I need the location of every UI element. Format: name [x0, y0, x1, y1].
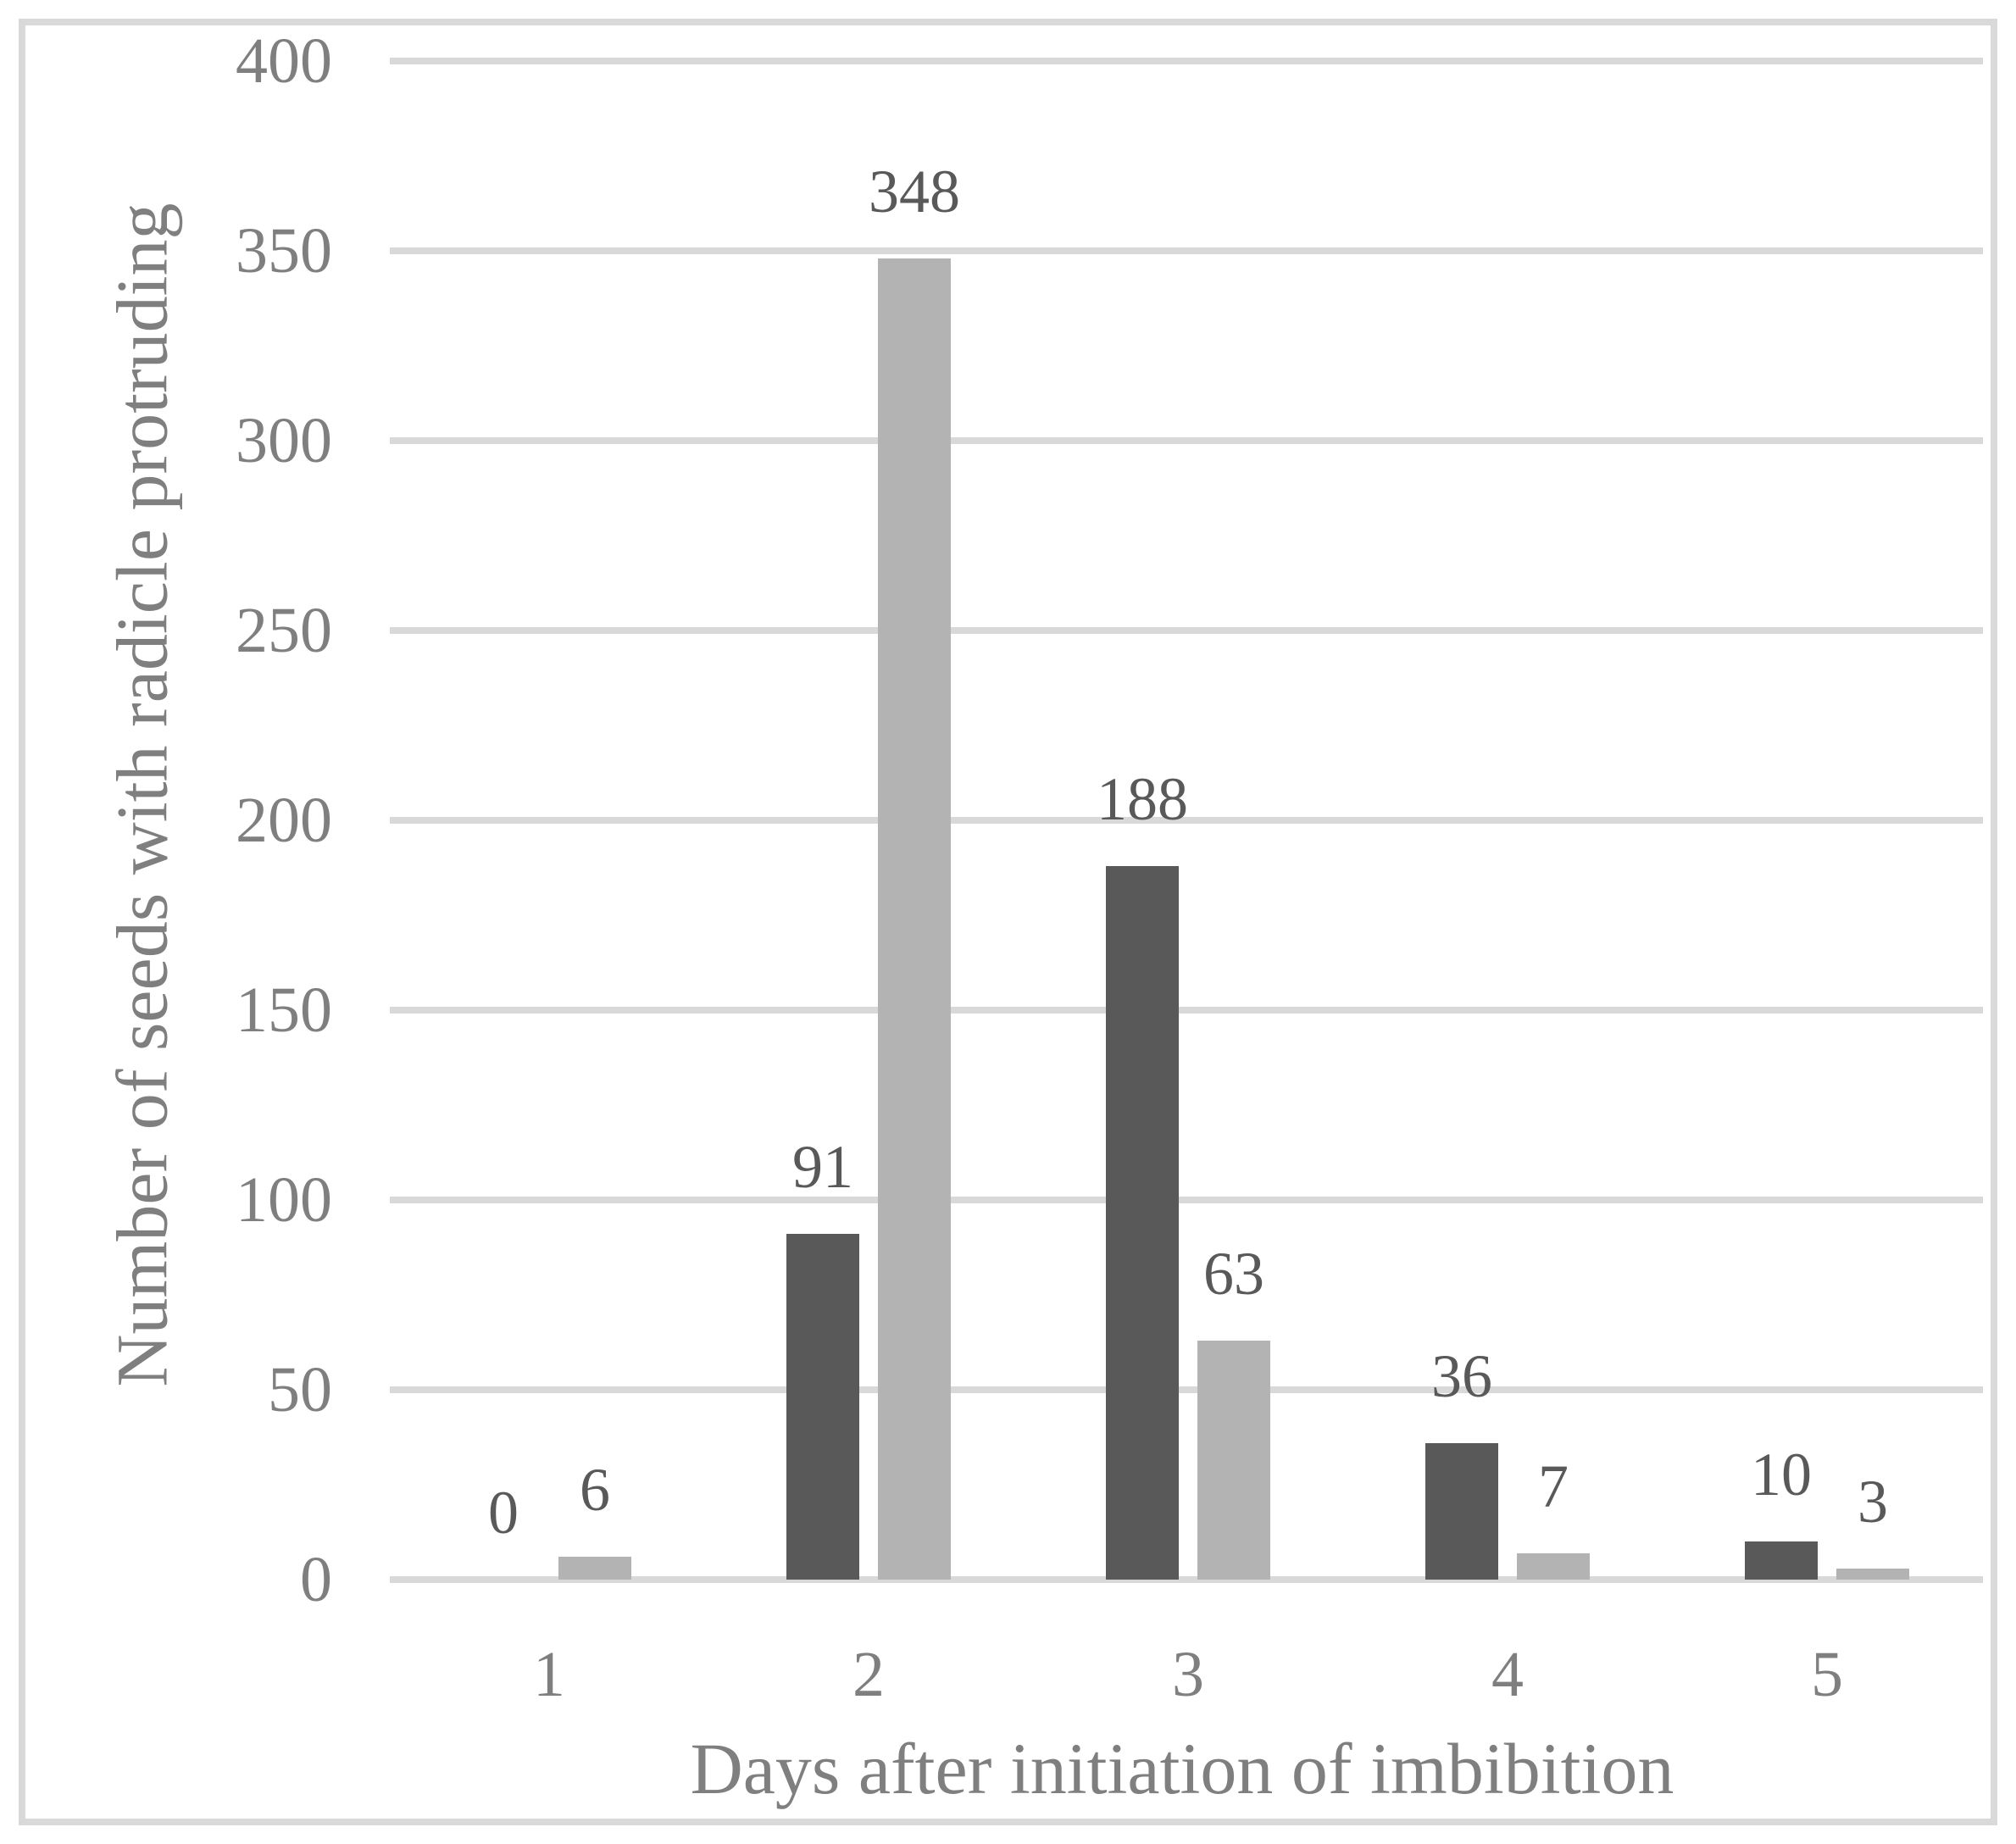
chart-border [19, 19, 1997, 1825]
gridline-y-400 [390, 58, 1983, 64]
gridline-y-250 [390, 627, 1983, 634]
y-tick-label-100: 100 [236, 1164, 332, 1236]
y-tick-label-400: 400 [236, 25, 332, 97]
data-label-light-gray-series-day-2: 348 [869, 158, 960, 225]
x-tick-label-4: 4 [1491, 1639, 1524, 1710]
bar-dark-gray-series-day-4 [1425, 1443, 1498, 1580]
bar-light-gray-series-day-5 [1836, 1569, 1909, 1580]
data-label-dark-gray-series-day-5: 10 [1751, 1441, 1812, 1508]
gridline-y-150 [390, 1007, 1983, 1014]
bar-light-gray-series-day-1 [558, 1557, 631, 1580]
bar-light-gray-series-day-4 [1517, 1553, 1590, 1580]
bar-dark-gray-series-day-2 [786, 1234, 859, 1580]
gridline-y-0 [390, 1576, 1983, 1583]
data-label-light-gray-series-day-4: 7 [1538, 1452, 1569, 1520]
y-tick-label-250: 250 [236, 595, 332, 666]
x-tick-label-5: 5 [1811, 1639, 1843, 1710]
data-label-light-gray-series-day-1: 6 [580, 1456, 610, 1524]
x-tick-label-2: 2 [852, 1639, 885, 1710]
x-tick-label-3: 3 [1172, 1639, 1204, 1710]
bar-dark-gray-series-day-5 [1745, 1541, 1818, 1580]
x-tick-label-1: 1 [533, 1639, 565, 1710]
y-tick-label-150: 150 [236, 975, 332, 1046]
gridline-y-300 [390, 437, 1983, 444]
y-tick-label-50: 50 [268, 1354, 332, 1425]
bar-light-gray-series-day-2 [878, 258, 951, 1580]
bar-light-gray-series-day-3 [1197, 1341, 1270, 1580]
gridline-y-200 [390, 817, 1983, 824]
gridline-y-100 [390, 1197, 1983, 1203]
y-tick-label-350: 350 [236, 215, 332, 286]
gridline-y-50 [390, 1386, 1983, 1393]
data-label-light-gray-series-day-5: 3 [1858, 1468, 1888, 1536]
y-tick-label-0: 0 [300, 1544, 332, 1615]
y-tick-label-300: 300 [236, 405, 332, 476]
gridline-y-350 [390, 247, 1983, 254]
y-axis-title: Number of seeds with radicle protruding [101, 203, 183, 1387]
data-label-dark-gray-series-day-2: 91 [792, 1133, 853, 1201]
y-tick-label-200: 200 [236, 785, 332, 856]
data-label-dark-gray-series-day-1: 0 [488, 1479, 519, 1547]
data-label-dark-gray-series-day-4: 36 [1431, 1342, 1492, 1410]
bar-dark-gray-series-day-3 [1106, 866, 1179, 1580]
data-label-dark-gray-series-day-3: 188 [1097, 765, 1188, 833]
data-label-light-gray-series-day-3: 63 [1203, 1240, 1264, 1308]
x-axis-title: Days after initiation of imbibition [690, 1728, 1674, 1809]
